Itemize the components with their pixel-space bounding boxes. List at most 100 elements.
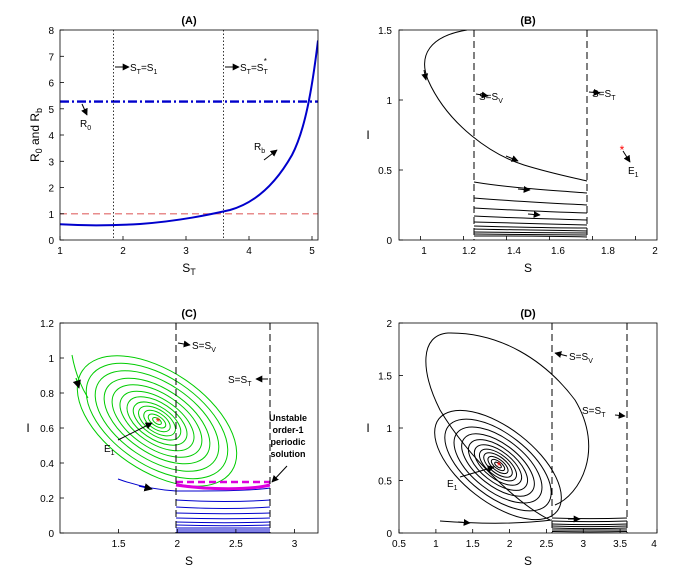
d-ytick-label: 2 bbox=[386, 319, 392, 330]
b-equilibrium-marker: * bbox=[620, 143, 625, 157]
c-annot-arrow bbox=[117, 422, 153, 441]
panel-a-title: (A) bbox=[181, 15, 197, 27]
b-trajectory bbox=[473, 181, 588, 194]
svg-text:order-1: order-1 bbox=[272, 425, 303, 435]
a-ytick-label: 0 bbox=[48, 236, 54, 247]
panel-d-xticks: 0.5 1 1.5 2 2.5 3 3.5 4 bbox=[392, 529, 658, 550]
d-xtick-label: 3.5 bbox=[613, 539, 627, 550]
b-trajectory bbox=[473, 221, 588, 226]
b-x-axis-label: S bbox=[524, 261, 532, 275]
c-flow-arrow-green bbox=[72, 377, 81, 389]
b-ytick-label: 0 bbox=[386, 236, 392, 247]
a-annot-st: ST=ST* bbox=[240, 57, 268, 76]
a-y-axis-label: R0 and Rb bbox=[28, 108, 44, 162]
b-xtick-label: 1.4 bbox=[507, 246, 521, 257]
b-xtick-label: 2 bbox=[652, 246, 658, 257]
svg-text:solution: solution bbox=[271, 449, 306, 459]
d-xtick-label: 1.5 bbox=[466, 539, 480, 550]
panel-b-title: (B) bbox=[520, 15, 536, 27]
c-flow-arrow-blue bbox=[138, 483, 153, 492]
panel-d: (D) bbox=[366, 308, 658, 568]
b-xtick-label: 1.2 bbox=[462, 246, 476, 257]
c-blue-curves bbox=[175, 499, 271, 533]
c-annot-st: S=ST bbox=[228, 375, 252, 388]
a-xtick-label: 4 bbox=[246, 246, 252, 257]
d-lower-curves bbox=[551, 517, 628, 533]
b-annot-e1: E1 bbox=[628, 166, 639, 179]
d-ytick-label: 0.5 bbox=[378, 477, 392, 488]
panel-c-yticks: 0 0.2 0.4 0.6 0.8 1 1.2 bbox=[40, 319, 64, 540]
a-ytick-label: 3 bbox=[48, 157, 54, 168]
c-xtick-label: 1.5 bbox=[112, 539, 126, 550]
a-xtick-label: 2 bbox=[120, 246, 126, 257]
b-trajectory bbox=[473, 228, 588, 232]
b-trajectory bbox=[473, 235, 588, 238]
d-xtick-label: 1 bbox=[433, 539, 439, 550]
b-annot-st: S=ST bbox=[592, 89, 616, 102]
a-ytick-label: 2 bbox=[48, 184, 54, 195]
d-xtick-label: 0.5 bbox=[392, 539, 406, 550]
b-annot-arrow bbox=[588, 88, 601, 96]
b-ytick-label: 1.5 bbox=[378, 26, 392, 37]
panel-c-xticks: 1.5 2 2.5 3 bbox=[112, 529, 298, 550]
svg-text:Unstable: Unstable bbox=[269, 413, 307, 423]
d-annot-st: S=ST bbox=[582, 406, 606, 419]
a-ytick-label: 4 bbox=[48, 131, 54, 142]
c-y-axis-label: I bbox=[26, 421, 29, 435]
panel-a-yticks: 0 1 2 3 4 5 6 7 8 bbox=[48, 26, 64, 247]
a-xtick-label: 3 bbox=[183, 246, 189, 257]
c-annot-sv: S=SV bbox=[192, 341, 216, 354]
a-annot-s1: ST=S1 bbox=[130, 63, 157, 76]
c-spiral bbox=[76, 355, 238, 487]
d-xtick-label: 3 bbox=[581, 539, 587, 550]
svg-text:periodic: periodic bbox=[270, 437, 305, 447]
panel-c: (C) bbox=[26, 308, 319, 568]
a-ytick-label: 7 bbox=[48, 52, 54, 63]
d-y-axis-label: I bbox=[366, 421, 369, 435]
c-xtick-label: 3 bbox=[292, 539, 298, 550]
d-flow-arrow bbox=[457, 518, 471, 526]
d-spiral bbox=[434, 409, 562, 521]
panel-c-title: (C) bbox=[181, 308, 197, 320]
a-annot-rb: Rb bbox=[254, 142, 265, 155]
d-ytick-label: 1.5 bbox=[378, 372, 392, 383]
d-entry-trajectory bbox=[439, 519, 553, 524]
d-xtick-label: 2.5 bbox=[539, 539, 553, 550]
panel-d-yticks: 0 0.5 1 1.5 2 bbox=[378, 319, 403, 540]
c-ytick-label: 0 bbox=[48, 529, 54, 540]
c-ytick-label: 0.4 bbox=[40, 459, 54, 470]
a-annot-arrow bbox=[263, 149, 278, 161]
a-ytick-label: 5 bbox=[48, 105, 54, 116]
d-ytick-label: 1 bbox=[386, 424, 392, 435]
panel-b-axes bbox=[398, 29, 658, 241]
b-trajectory bbox=[424, 30, 588, 182]
c-xtick-label: 2.5 bbox=[229, 539, 243, 550]
b-xtick-label: 1 bbox=[421, 246, 427, 257]
b-trajectory bbox=[473, 225, 588, 229]
a-ytick-label: 6 bbox=[48, 79, 54, 90]
a-xtick-label: 1 bbox=[57, 246, 63, 257]
d-annot-sv: S=SV bbox=[569, 352, 593, 365]
b-ytick-label: 0.5 bbox=[378, 166, 392, 177]
panel-b-yticks: 0 0.5 1 1.5 bbox=[378, 26, 403, 247]
c-ytick-label: 1 bbox=[48, 354, 54, 365]
c-entry-trajectory bbox=[71, 354, 89, 399]
d-equilibrium-marker: * bbox=[497, 459, 502, 473]
b-trajectory bbox=[473, 215, 588, 221]
a-ytick-label: 8 bbox=[48, 26, 54, 37]
a-ytick-label: 1 bbox=[48, 210, 54, 221]
a-rb-curve bbox=[60, 40, 318, 227]
b-annot-arrow bbox=[622, 150, 631, 163]
b-trajectory bbox=[473, 231, 588, 234]
b-annot-sv: S=SV bbox=[479, 92, 503, 105]
d-xtick-label: 4 bbox=[651, 539, 657, 550]
panel-a-xticks: 1 2 3 4 5 bbox=[57, 236, 315, 257]
b-trajectory bbox=[473, 207, 588, 214]
d-annot-arrow bbox=[459, 465, 495, 478]
b-xtick-label: 1.8 bbox=[601, 246, 615, 257]
panel-d-title: (D) bbox=[520, 308, 536, 320]
a-annot-arrow bbox=[81, 103, 88, 116]
c-annot-arrow bbox=[271, 465, 288, 483]
b-annot-arrow bbox=[475, 91, 489, 99]
